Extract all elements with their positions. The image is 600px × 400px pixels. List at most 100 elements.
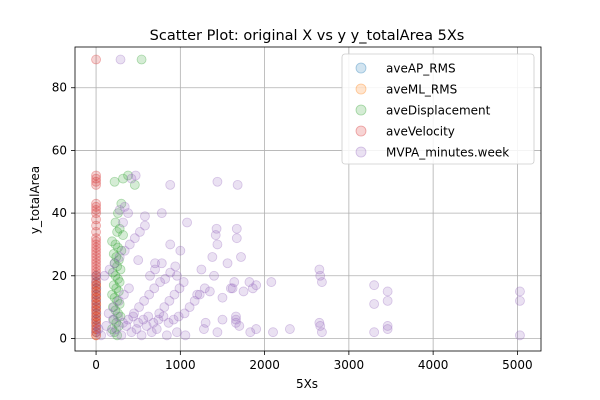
scatter-point xyxy=(114,205,125,215)
scatter-point xyxy=(159,302,170,313)
scatter-point xyxy=(212,239,223,250)
y-axis-label: y_totalArea xyxy=(28,166,42,234)
scatter-point xyxy=(515,295,525,306)
scatter-point xyxy=(91,327,101,338)
scatter-point xyxy=(91,264,101,275)
scatter-point xyxy=(145,270,155,281)
scatter-point xyxy=(210,230,221,240)
scatter-point xyxy=(268,327,278,338)
scatter-point xyxy=(225,283,236,294)
scatter-point xyxy=(116,330,127,341)
scatter-point xyxy=(91,308,102,319)
scatter-point xyxy=(91,252,101,262)
scatter-point xyxy=(247,283,258,294)
legend-marker xyxy=(355,125,367,137)
scatter-point xyxy=(369,280,380,291)
scatter-point xyxy=(156,208,167,219)
scatter-point xyxy=(111,317,122,328)
scatter-point xyxy=(212,327,223,338)
scatter-point xyxy=(315,321,326,331)
series-1 xyxy=(91,280,102,341)
scatter-point xyxy=(119,201,130,212)
y-tick-label: 40 xyxy=(52,206,67,220)
x-tick-label: 3000 xyxy=(334,358,365,372)
scatter-point xyxy=(148,317,159,328)
x-tick-label: 1000 xyxy=(165,358,196,372)
scatter-point xyxy=(118,230,128,240)
scatter-point xyxy=(91,283,102,294)
scatter-point xyxy=(153,314,164,325)
scatter-point xyxy=(174,283,185,294)
scatter-point xyxy=(99,270,110,281)
scatter-point xyxy=(199,283,210,294)
scatter-point xyxy=(126,327,137,338)
scatter-point xyxy=(175,245,186,256)
scatter-point xyxy=(108,314,119,325)
scatter-point xyxy=(91,54,101,65)
scatter-point xyxy=(108,314,118,325)
scatter-point xyxy=(93,324,104,334)
scatter-point xyxy=(91,317,102,328)
plot-frame xyxy=(74,46,542,352)
scatter-point xyxy=(126,173,137,184)
scatter-point xyxy=(158,311,169,322)
scatter-point xyxy=(123,170,133,181)
scatter-point xyxy=(209,270,219,281)
scatter-point xyxy=(91,267,101,278)
scatter-point xyxy=(91,299,101,309)
scatter-point xyxy=(178,277,189,287)
scatter-point xyxy=(115,311,126,322)
scatter-point xyxy=(129,233,140,244)
scatter-point xyxy=(369,299,380,309)
scatter-point xyxy=(238,286,249,297)
scatter-point xyxy=(91,330,102,341)
scatter-point xyxy=(112,295,123,306)
scatter-point xyxy=(118,317,128,328)
scatter-point xyxy=(251,324,262,334)
scatter-point xyxy=(91,295,101,306)
scatter-point xyxy=(204,286,215,297)
scatter-point xyxy=(91,321,101,331)
scatter-point xyxy=(91,308,101,319)
scatter-point xyxy=(110,239,121,250)
x-tick-label: 2000 xyxy=(249,358,280,372)
scatter-point xyxy=(109,258,120,269)
scatter-point xyxy=(231,233,242,244)
scatter-point xyxy=(182,217,192,228)
scatter-point xyxy=(212,176,223,187)
scatter-point xyxy=(131,324,142,334)
series-3 xyxy=(91,54,101,341)
scatter-point xyxy=(91,274,101,284)
y-tick-label: 0 xyxy=(59,331,67,345)
scatter-point xyxy=(91,258,101,269)
scatter-point xyxy=(109,327,120,338)
scatter-point xyxy=(118,289,129,300)
scatter-point xyxy=(109,258,120,269)
scatter-point xyxy=(124,239,135,250)
scatter-point xyxy=(110,217,121,228)
x-tick-label: 0 xyxy=(92,358,100,372)
scatter-point xyxy=(150,258,160,269)
scatter-point xyxy=(149,283,160,294)
scatter-point xyxy=(91,280,101,291)
scatter-point xyxy=(108,302,119,313)
legend-marker xyxy=(355,104,367,116)
y-tick-label: 60 xyxy=(52,143,67,157)
x-axis-label: 5Xs xyxy=(296,377,318,391)
scatter-point xyxy=(108,302,118,313)
scatter-point xyxy=(91,214,101,225)
scatter-point xyxy=(172,270,182,281)
scatter-point xyxy=(91,208,101,219)
scatter-point xyxy=(121,321,132,331)
scatter-point xyxy=(91,283,101,294)
scatter-point xyxy=(266,277,277,287)
scatter-point xyxy=(164,295,175,306)
scatter-point xyxy=(154,308,165,319)
scatter-point xyxy=(113,311,123,322)
scatter-point xyxy=(317,277,327,287)
scatter-point xyxy=(227,283,238,294)
scatter-point xyxy=(91,198,101,209)
scatter-point xyxy=(232,179,243,190)
x-tick-label: 4000 xyxy=(418,358,449,372)
